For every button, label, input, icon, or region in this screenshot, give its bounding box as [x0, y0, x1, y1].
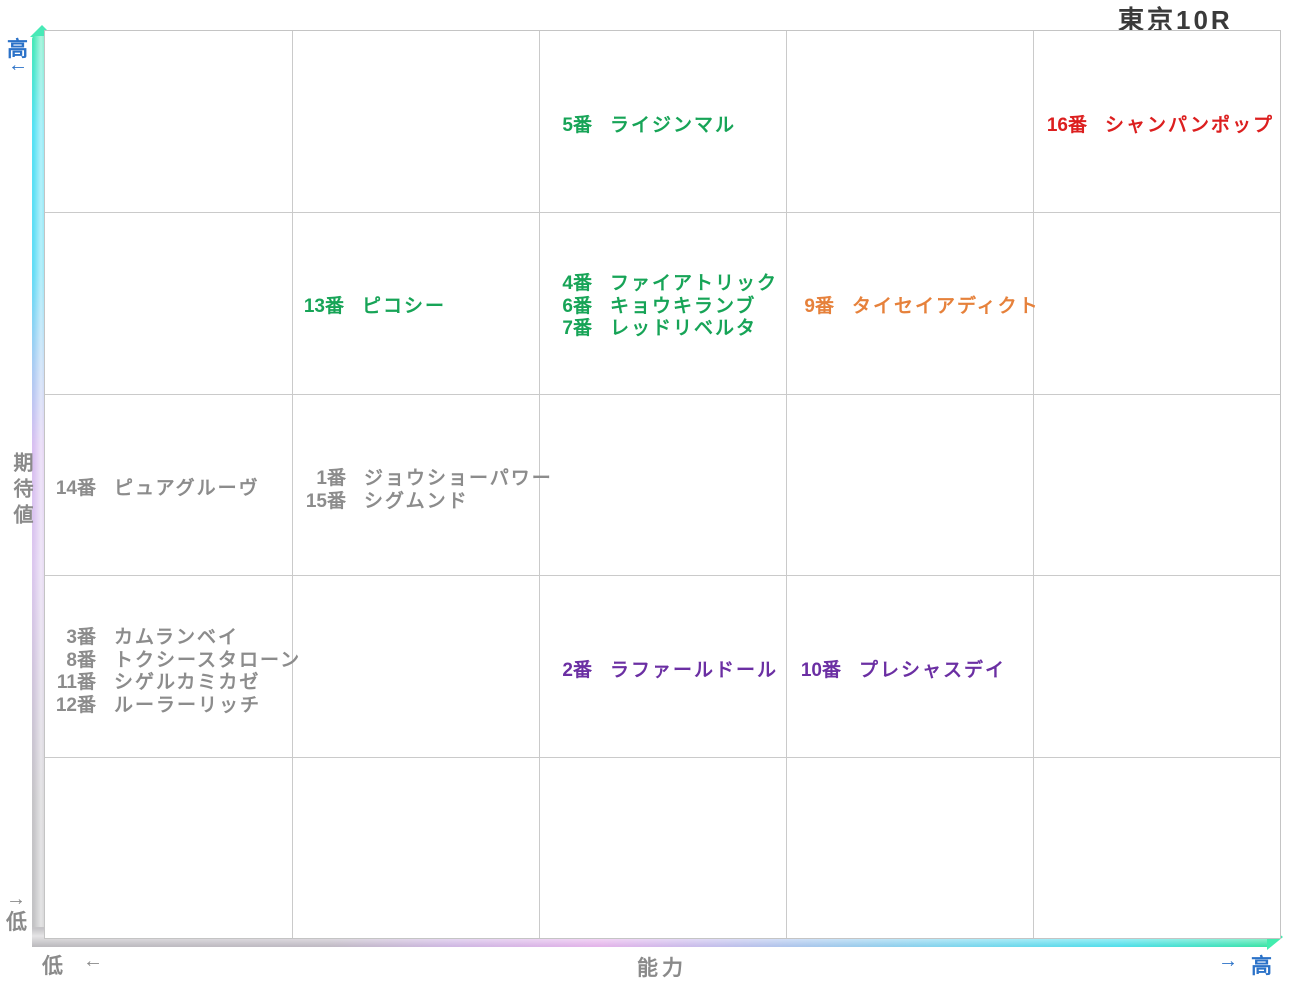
horse-entry: 12番 ルーラーリッチ	[50, 695, 301, 718]
horse-group-row1-col5: 16番 シャンパンポップ	[1041, 114, 1274, 138]
horse-name: カムランベイ	[114, 627, 240, 648]
horse-number: 2番	[562, 660, 592, 681]
horse-entry: 8番 トクシースタローン	[50, 650, 301, 673]
horse-number: 6番	[562, 295, 592, 317]
horse-name: キョウキランブ	[610, 295, 757, 317]
plot-area: 5番 ライジンマル 16番 シャンパンポップ 13番 ピコシー 4番 ファイアト…	[44, 30, 1281, 939]
horse-name: ライジンマル	[610, 115, 737, 136]
horse-number: 8番	[66, 649, 96, 671]
grid-line-horizontal	[45, 575, 1280, 577]
horse-entry: 7番 レッドリベルタ	[546, 318, 778, 341]
horse-name: ピュアグルーヴ	[114, 478, 260, 499]
horse-group-row2-col3: 4番 ファイアトリック 6番 キョウキランブ 7番 レッドリベルタ	[546, 273, 778, 341]
grid-line-horizontal	[45, 393, 1280, 395]
horse-name: シグムンド	[364, 490, 469, 512]
horse-number: 4番	[562, 273, 592, 294]
y-axis-low-label: 低	[6, 911, 27, 934]
horse-entry: 14番 ピュアグルーヴ	[50, 477, 260, 501]
horse-number: 12番	[55, 694, 96, 716]
horse-entry: 1番 ジョウショーパワー	[300, 468, 553, 491]
horse-entry: 9番 タイセイアディクト	[788, 295, 1040, 319]
x-axis-title: 能力	[637, 957, 687, 980]
horse-number: 11番	[56, 672, 96, 693]
horse-entry: 3番 カムランベイ	[50, 627, 301, 650]
grid-line-vertical	[539, 31, 540, 938]
horse-name: ファイアトリック	[610, 273, 779, 294]
horse-group-row3-col2: 1番 ジョウショーパワー 15番 シグムンド	[300, 468, 553, 513]
horse-entry: 5番 ライジンマル	[546, 114, 736, 138]
horse-name: レッドリベルタ	[610, 318, 758, 339]
horse-group-row3-col1: 14番 ピュアグルーヴ	[50, 477, 260, 501]
grid-line-vertical	[786, 31, 787, 938]
horse-entry: 16番 シャンパンポップ	[1041, 114, 1274, 138]
horse-entry: 15番 シグムンド	[300, 491, 553, 514]
horse-number: 1番	[316, 468, 346, 489]
horse-name: ピコシー	[362, 296, 447, 317]
grid-line-vertical	[1033, 31, 1034, 938]
horse-number: 9番	[804, 296, 834, 317]
horse-group-row4-col1: 3番 カムランベイ 8番 トクシースタローン 11番 シゲルカミカゼ 12番 ル…	[50, 627, 301, 717]
horse-name: タイセイアディクト	[852, 296, 1040, 317]
horse-entry: 10番 プレシャスデイ	[795, 659, 1006, 683]
y-axis-low-arrow-icon: →	[6, 888, 26, 910]
grid-line-horizontal	[45, 756, 1280, 758]
horse-group-row1-col3: 5番 ライジンマル	[546, 114, 736, 138]
y-axis-high-label: 高	[7, 38, 28, 61]
horse-number: 5番	[562, 115, 592, 136]
horse-group-row4-col3: 2番 ラファールドール	[546, 659, 778, 683]
horse-entry: 11番 シゲルカミカゼ	[50, 672, 301, 695]
x-axis-low-arrow-icon: ←	[83, 950, 103, 972]
horse-name: ルーラーリッチ	[114, 694, 262, 716]
horse-number: 3番	[66, 627, 96, 648]
horse-name: プレシャスデイ	[859, 660, 1007, 681]
x-axis-high-arrow-icon: →	[1218, 950, 1238, 972]
horse-number: 14番	[55, 478, 96, 499]
horse-entry: 6番 キョウキランブ	[546, 296, 778, 319]
horse-name: シャンパンポップ	[1105, 115, 1274, 136]
horse-number: 10番	[800, 660, 841, 681]
y-axis-title: 期待値	[10, 452, 32, 530]
grid-line-vertical	[292, 31, 293, 938]
x-axis-low-label: 低	[42, 955, 63, 978]
horse-entry: 4番 ファイアトリック	[546, 273, 778, 296]
horse-number: 13番	[303, 296, 344, 317]
x-axis-high-label: 高	[1251, 955, 1272, 978]
horse-number: 15番	[305, 490, 346, 512]
horse-group-row4-col4: 10番 プレシャスデイ	[795, 659, 1006, 683]
grid-line-horizontal	[45, 212, 1280, 214]
horse-group-row2-col2: 13番 ピコシー	[298, 295, 446, 319]
horse-number: 7番	[562, 318, 592, 339]
horse-entry: 13番 ピコシー	[298, 295, 446, 319]
horse-name: シゲルカミカゼ	[114, 672, 261, 693]
horse-name: ジョウショーパワー	[364, 468, 553, 489]
horse-name: トクシースタローン	[114, 649, 302, 671]
horse-number: 16番	[1046, 115, 1087, 136]
horse-group-row2-col4: 9番 タイセイアディクト	[788, 295, 1040, 319]
horse-name: ラファールドール	[610, 660, 779, 681]
y-axis-high-arrow-icon: ←	[8, 54, 28, 76]
horse-entry: 2番 ラファールドール	[546, 659, 778, 683]
